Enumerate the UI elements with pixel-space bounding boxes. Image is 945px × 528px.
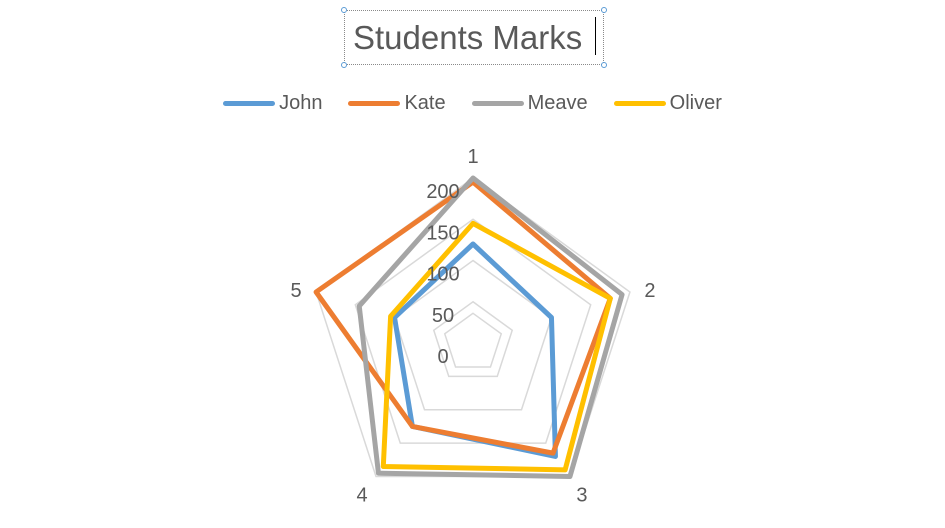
text-cursor bbox=[595, 17, 596, 55]
category-axis-labels: 1 2 3 4 5 bbox=[291, 146, 656, 506]
radial-tick-label: 50 bbox=[432, 305, 454, 327]
radar-series[interactable] bbox=[313, 175, 625, 479]
chart-title-box[interactable]: Students Marks bbox=[341, 7, 607, 68]
series-line-john[interactable] bbox=[392, 241, 558, 459]
category-axis-label-1: 1 bbox=[467, 146, 478, 168]
legend-label-john: John bbox=[279, 91, 323, 114]
category-axis-label-3: 3 bbox=[576, 484, 587, 506]
series-line-meave[interactable] bbox=[356, 175, 625, 479]
resize-handle-top-right[interactable] bbox=[601, 7, 607, 13]
legend-swatch-kate bbox=[348, 100, 401, 106]
grid-ring bbox=[432, 300, 514, 378]
radial-tick-label: 150 bbox=[426, 222, 459, 244]
legend-item-oliver[interactable]: Oliver bbox=[613, 91, 722, 115]
legend-swatch-meave bbox=[471, 100, 524, 106]
series-line-kate[interactable] bbox=[313, 179, 613, 456]
legend-label-oliver: Oliver bbox=[669, 91, 722, 114]
category-axis-label-4: 4 bbox=[356, 484, 367, 506]
legend-swatch-john bbox=[223, 100, 276, 106]
legend-item-meave[interactable]: Meave bbox=[471, 91, 588, 115]
category-axis-label-2: 2 bbox=[644, 280, 655, 302]
radial-tick-label: 200 bbox=[426, 181, 459, 203]
resize-handle-top-left[interactable] bbox=[341, 7, 347, 13]
chart-legend[interactable]: John Kate Meave Oliver bbox=[0, 88, 945, 118]
legend-item-john[interactable]: John bbox=[223, 92, 322, 115]
legend-swatch-oliver bbox=[613, 100, 666, 106]
legend-label-meave: Meave bbox=[527, 91, 588, 114]
category-axis-label-5: 5 bbox=[291, 280, 302, 302]
series-line-oliver[interactable] bbox=[380, 220, 613, 473]
resize-handle-bottom-left[interactable] bbox=[341, 62, 347, 68]
chart-title[interactable]: Students Marks bbox=[353, 19, 583, 56]
resize-handle-bottom-right[interactable] bbox=[601, 62, 607, 68]
radial-tick-label: 0 bbox=[437, 346, 448, 368]
radial-tick-label: 100 bbox=[426, 264, 459, 286]
radial-axis-ticks: 0 50 100 150 200 bbox=[426, 181, 459, 368]
grid-ring bbox=[443, 312, 503, 368]
legend-label-kate: Kate bbox=[404, 91, 446, 114]
legend-item-kate[interactable]: Kate bbox=[348, 91, 446, 115]
